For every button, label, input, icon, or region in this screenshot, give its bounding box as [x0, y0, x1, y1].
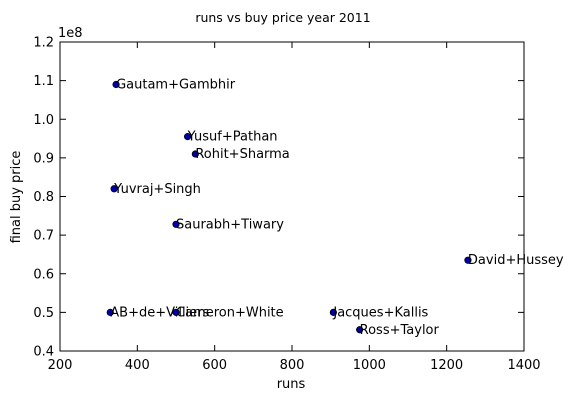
data-point: [110, 185, 118, 193]
point-label: Saurabh+Tiwary: [176, 217, 284, 232]
y-tick-label: 0.5: [33, 306, 54, 321]
x-tick-label: 600: [202, 358, 227, 373]
x-axis-label: runs: [277, 377, 306, 392]
y-tick-label: 0.8: [33, 190, 54, 205]
x-tick-label: 200: [48, 358, 73, 373]
y-axis-label: final buy price: [9, 151, 24, 244]
point-label: AB+de+Villiers: [110, 305, 209, 320]
point-label: David+Hussey: [468, 253, 564, 268]
y-tick-label: 0.4: [33, 345, 54, 360]
y-tick-label: 1.0: [33, 113, 54, 128]
y-tick-label: 1.2: [33, 36, 54, 51]
point-label: Yusuf+Pathan: [187, 130, 278, 145]
data-point: [464, 256, 472, 264]
point-label: Ross+Taylor: [360, 323, 440, 338]
y-tick-label: 0.9: [33, 151, 54, 166]
data-point: [329, 308, 337, 316]
x-tick-label: 1000: [353, 358, 386, 373]
y-tick-label: 1.1: [33, 74, 54, 89]
data-point: [112, 80, 120, 89]
point-label: Yuvraj+Singh: [113, 182, 201, 197]
data-point: [191, 150, 199, 158]
chart-title: runs vs buy price year 2011: [195, 10, 370, 25]
data-point: [172, 308, 180, 316]
data-points: Gautam+Gambhir Yusuf+Pathan Rohit+Sharma Yu…: [106, 77, 564, 338]
point-label: Cameron+White: [176, 305, 284, 320]
x-tick-label: 400: [125, 358, 150, 373]
data-point: [356, 326, 364, 334]
y-tick-label: 0.6: [33, 267, 54, 282]
point-label: Rohit+Sharma: [195, 147, 289, 162]
point-label: Gautam+Gambhir: [116, 77, 236, 92]
x-tick-label: 800: [280, 358, 305, 373]
axis-ticks: 200 400 600 800 1000 1200 1400 0.4 0.5 0.6 0.7 0.8 0…: [33, 36, 540, 374]
x-tick-label: 1400: [507, 358, 540, 373]
x-tick-label: 1200: [430, 358, 463, 373]
y-offset-label: 1e8: [58, 26, 83, 41]
data-point: [106, 308, 114, 316]
data-point: [172, 220, 180, 228]
y-tick-label: 0.7: [33, 229, 54, 244]
point-label: Jacques+Kallis: [332, 305, 428, 320]
data-point: [184, 133, 192, 141]
